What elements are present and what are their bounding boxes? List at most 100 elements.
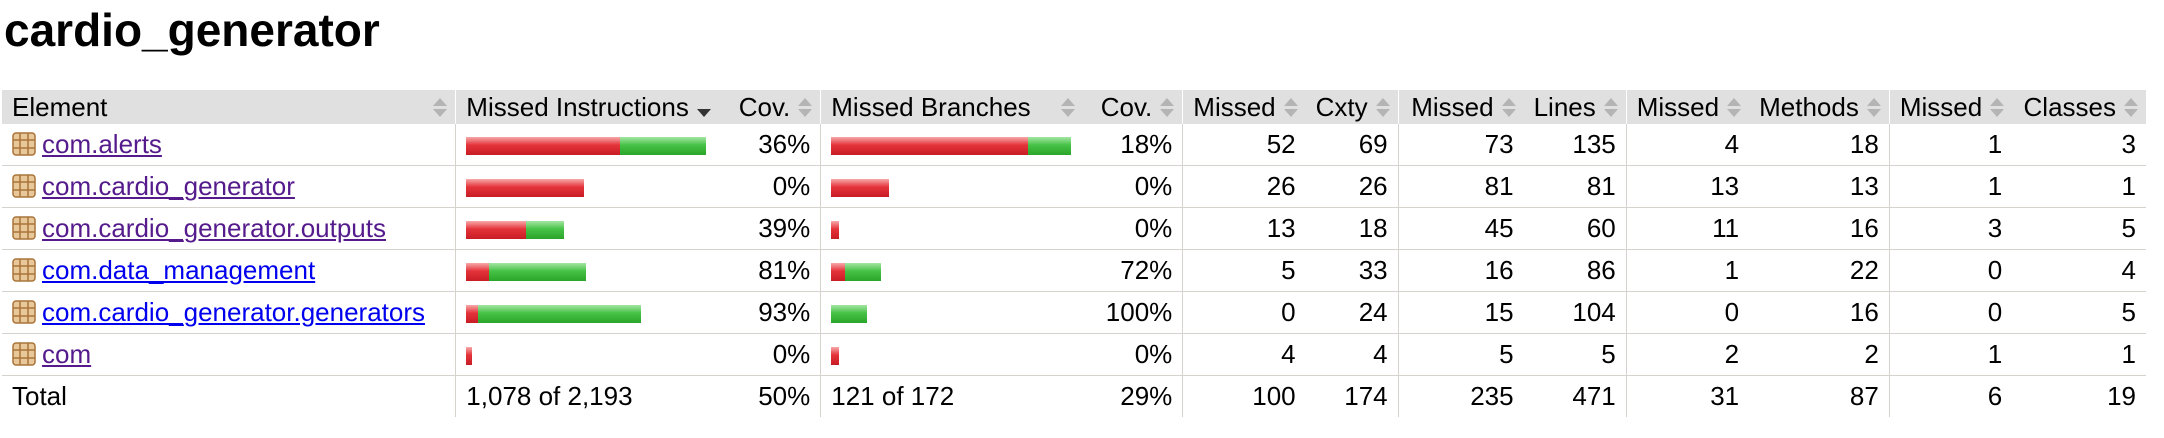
missed-classes: 0 bbox=[1888, 291, 2013, 334]
missed-classes: 1 bbox=[1888, 165, 2013, 208]
header-classes[interactable]: Classes bbox=[2012, 90, 2146, 124]
sort-icon bbox=[1283, 98, 1298, 118]
package-icon bbox=[12, 258, 36, 282]
package-link[interactable]: com bbox=[42, 339, 92, 369]
lines: 81 bbox=[1523, 165, 1627, 208]
package-link[interactable]: com.cardio_generator.outputs bbox=[42, 213, 386, 243]
header-missed-lines-label: Missed bbox=[1411, 91, 1494, 122]
header-missed-classes[interactable]: Missed bbox=[1888, 90, 2013, 124]
branch-coverage: 0% bbox=[1082, 165, 1183, 208]
total-complexity: 174 bbox=[1344, 381, 1388, 411]
total-missed-branches: 121 of 172 bbox=[820, 375, 1083, 417]
package-link[interactable]: com.data_management bbox=[42, 255, 316, 285]
header-element-label: Element bbox=[12, 91, 108, 122]
sort-descending-icon bbox=[696, 98, 711, 118]
sort-icon bbox=[2124, 98, 2138, 118]
total-methods: 87 bbox=[1849, 381, 1879, 411]
covered-bar-segment bbox=[1028, 137, 1072, 156]
package-link[interactable]: com.cardio_generator bbox=[42, 171, 295, 201]
coverage-bar bbox=[466, 179, 585, 198]
missed-branches-cell bbox=[820, 333, 1083, 376]
missed-lines: 81 bbox=[1397, 165, 1524, 208]
missed-bar-segment bbox=[831, 221, 840, 240]
total-lines: 471 bbox=[1572, 381, 1616, 411]
element-cell: com bbox=[2, 333, 456, 376]
header-missed-complexity[interactable]: Missed bbox=[1182, 90, 1306, 124]
header-lines[interactable]: Lines bbox=[1523, 90, 1627, 124]
missed-bar-segment bbox=[466, 179, 585, 198]
missed-lines: 16 bbox=[1397, 249, 1524, 292]
header-missed-methods-label: Missed bbox=[1636, 91, 1720, 122]
sort-icon bbox=[1501, 98, 1516, 118]
total-missed-methods: 31 bbox=[1625, 375, 1750, 417]
missed-bar-segment bbox=[466, 305, 479, 324]
package-link[interactable]: com.alerts bbox=[42, 129, 162, 159]
header-branch-coverage[interactable]: Cov. bbox=[1082, 90, 1183, 124]
header-complexity[interactable]: Cxty bbox=[1305, 90, 1399, 124]
missed-instructions-cell bbox=[455, 207, 719, 250]
missed-methods: 2 bbox=[1625, 333, 1750, 376]
header-element[interactable]: Element bbox=[2, 90, 456, 124]
lines: 135 bbox=[1523, 124, 1627, 166]
element-cell: com.cardio_generator.outputs bbox=[2, 207, 456, 250]
missed-methods: 0 bbox=[1625, 291, 1750, 334]
coverage-table: Element Missed Instructions Cov. Missed … bbox=[2, 90, 2146, 417]
missed-bar-segment bbox=[466, 263, 490, 282]
covered-bar-segment bbox=[831, 305, 868, 324]
missed-classes: 1 bbox=[1888, 124, 2013, 166]
missed-complexity: 4 bbox=[1182, 333, 1306, 376]
methods: 18 bbox=[1749, 124, 1890, 166]
methods: 16 bbox=[1749, 207, 1890, 250]
covered-bar-segment bbox=[526, 221, 565, 240]
missed-lines: 73 bbox=[1397, 124, 1524, 166]
package-icon bbox=[12, 132, 36, 156]
branch-coverage: 0% bbox=[1082, 207, 1183, 250]
table-row: com.cardio_generator.outputs 39% 0% 13 18 45 6… bbox=[2, 207, 2146, 250]
sort-icon bbox=[1990, 98, 2005, 118]
missed-bar-segment bbox=[831, 137, 1029, 156]
total-missed-classes: 6 bbox=[1888, 375, 2013, 417]
missed-instructions-cell bbox=[455, 165, 719, 208]
header-missed-instructions-label: Missed Instructions bbox=[466, 91, 689, 122]
coverage-bar bbox=[831, 221, 840, 240]
instruction-coverage: 93% bbox=[718, 291, 821, 334]
classes: 3 bbox=[2012, 124, 2146, 166]
missed-complexity: 0 bbox=[1182, 291, 1306, 334]
missed-branches-cell bbox=[820, 249, 1083, 292]
header-missed-lines[interactable]: Missed bbox=[1397, 90, 1524, 124]
header-instruction-coverage[interactable]: Cov. bbox=[718, 90, 821, 124]
methods: 13 bbox=[1749, 165, 1890, 208]
package-icon bbox=[12, 300, 36, 324]
complexity: 26 bbox=[1305, 165, 1399, 208]
total-branch-coverage: 29% bbox=[1120, 381, 1173, 411]
header-missed-branches[interactable]: Missed Branches bbox=[820, 90, 1083, 124]
header-missed-methods[interactable]: Missed bbox=[1625, 90, 1750, 124]
missed-classes: 1 bbox=[1888, 333, 2013, 376]
coverage-bar bbox=[466, 137, 707, 156]
header-lines-label: Lines bbox=[1533, 91, 1596, 122]
total-missed-lines: 235 bbox=[1397, 375, 1524, 417]
branch-coverage: 100% bbox=[1082, 291, 1183, 334]
covered-bar-segment bbox=[478, 305, 642, 324]
missed-branches-cell bbox=[820, 291, 1083, 334]
table-row: com.cardio_generator.generators 93% 100% 0 2… bbox=[2, 291, 2146, 334]
header-missed-instructions[interactable]: Missed Instructions bbox=[455, 90, 719, 124]
coverage-bar bbox=[466, 221, 565, 240]
missed-instructions-cell bbox=[455, 333, 719, 376]
element-cell: com.cardio_generator.generators bbox=[2, 291, 456, 334]
header-methods[interactable]: Methods bbox=[1749, 90, 1890, 124]
classes: 4 bbox=[2012, 249, 2146, 292]
total-missed-complexity: 100 bbox=[1182, 375, 1306, 417]
lines: 86 bbox=[1523, 249, 1627, 292]
classes: 1 bbox=[2012, 333, 2146, 376]
element-cell: com.alerts bbox=[2, 124, 456, 166]
header-complexity-label: Cxty bbox=[1315, 91, 1368, 122]
missed-bar-segment bbox=[831, 347, 840, 366]
missed-bar-segment bbox=[466, 221, 527, 240]
header-missed-complexity-label: Missed bbox=[1193, 91, 1276, 122]
table-row: com.cardio_generator 0% 0% 26 26 81 81 13 13 1 1 bbox=[2, 165, 2146, 208]
missed-complexity: 52 bbox=[1182, 124, 1306, 166]
lines: 60 bbox=[1523, 207, 1627, 250]
header-missed-branches-label: Missed Branches bbox=[831, 91, 1031, 122]
package-link[interactable]: com.cardio_generator.generators bbox=[42, 297, 426, 327]
